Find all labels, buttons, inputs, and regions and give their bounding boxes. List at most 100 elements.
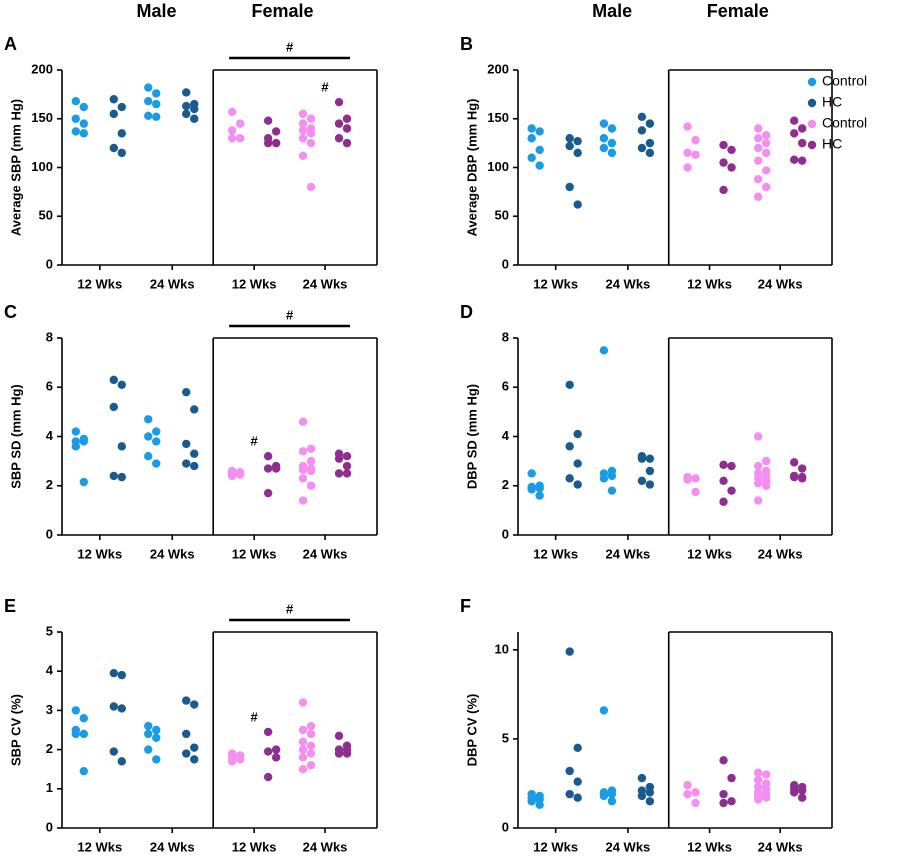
y-tick-label: 150 [31,110,53,125]
data-point [79,477,89,487]
data-point [527,124,536,133]
data-point [797,786,807,795]
data-point [298,126,308,135]
data-point [573,429,582,439]
data-point [753,192,763,201]
data-point [271,464,281,473]
bracket-label: # [286,307,294,322]
data-point [334,134,344,143]
panel-label: D [460,302,473,322]
data-point [182,88,191,97]
panel-label: F [460,596,471,616]
x-tick-label: 24 Wks [150,546,195,561]
data-point [565,789,574,799]
data-point [117,380,127,389]
x-tick-label: 24 Wks [605,839,650,854]
panel-label: A [4,34,17,54]
data-point [298,698,308,707]
data-point [719,185,728,195]
data-point [719,460,728,470]
x-tick-label: 12 Wks [687,276,732,291]
data-point [753,496,763,505]
data-point [109,747,119,756]
data-point [565,474,574,483]
group-header: Female [251,1,313,21]
data-point [645,148,655,158]
data-point [79,129,89,138]
data-point [306,444,316,454]
data-point [71,97,81,106]
data-point [235,470,245,479]
data-point [306,129,316,138]
y-tick-label: 6 [502,379,509,394]
data-point [182,109,191,119]
data-point [753,134,763,143]
data-point [263,116,273,125]
data-point [182,101,191,111]
data-point [271,745,281,754]
bracket-label: # [286,601,294,616]
data-point [342,138,352,148]
data-point [298,109,308,119]
y-tick-label: 200 [487,61,509,76]
data-point [306,456,316,466]
data-point [117,148,127,158]
annotation: # [321,80,329,95]
data-point [797,138,807,148]
data-point [535,145,544,155]
data-point [607,797,617,806]
y-tick-label: 150 [487,110,509,125]
data-point [190,449,199,458]
data-point [637,126,647,135]
data-point [753,124,763,133]
data-point [334,454,344,463]
data-point [298,134,308,143]
data-point [607,148,617,158]
data-point [573,148,582,158]
y-tick-label: 50 [39,208,53,223]
data-point [753,479,763,488]
data-point [607,124,617,133]
data-point [117,442,127,451]
data-point [306,721,316,731]
data-point [182,749,191,758]
data-point [797,124,807,133]
data-point [719,158,728,167]
data-point [683,122,692,131]
x-tick-label: 12 Wks [533,546,578,561]
data-point [71,442,81,451]
data-point [637,791,647,801]
data-point [109,143,119,153]
data-point [753,156,763,165]
data-point [719,789,728,799]
x-tick-label: 12 Wks [232,839,277,854]
data-point [306,466,316,476]
data-point [727,145,736,155]
data-point [152,437,161,446]
data-point [298,417,308,426]
panel-label: C [4,302,17,322]
data-point [306,114,316,123]
data-point [527,469,536,478]
data-point [599,119,609,128]
x-tick-label: 12 Wks [687,839,732,854]
y-tick-label: 100 [487,159,509,174]
y-tick-label: 5 [502,730,509,745]
data-point [691,150,700,160]
data-point [645,119,655,128]
data-point [190,700,199,709]
data-point [298,447,308,456]
data-point [144,415,153,424]
data-point [645,788,655,797]
data-point [565,141,574,151]
data-point [306,481,316,490]
data-point [527,797,536,806]
data-point [263,464,273,473]
data-point [342,124,352,133]
data-point [263,772,273,782]
data-point [263,727,273,737]
data-point [271,753,281,762]
data-point [109,95,119,104]
data-point [535,484,544,493]
data-point [789,129,799,138]
